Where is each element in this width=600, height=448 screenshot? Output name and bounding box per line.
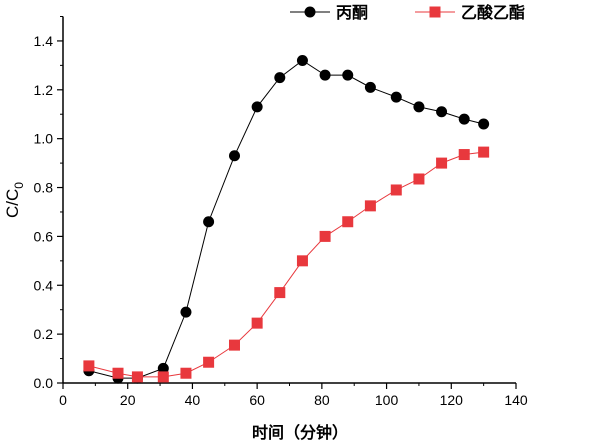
legend-marker-square	[429, 6, 441, 18]
x-tick-label: 100	[375, 392, 399, 408]
data-point-circle	[364, 81, 376, 93]
series-line-0	[88, 59, 484, 379]
y-tick-label: 1.0	[34, 131, 54, 147]
data-point-circle	[478, 118, 490, 130]
series-line-1	[88, 151, 484, 378]
data-point-circle	[342, 69, 354, 81]
data-point-square	[228, 339, 240, 351]
x-tick-label: 20	[120, 392, 136, 408]
y-tick-label: 0.6	[34, 228, 54, 244]
y-tick-label: 0.4	[34, 277, 54, 293]
data-point-circle	[251, 101, 263, 113]
data-point-square	[251, 317, 263, 329]
data-point-circle	[228, 150, 240, 162]
data-point-square	[131, 371, 143, 383]
data-point-square	[274, 287, 286, 299]
x-tick-label: 140	[504, 392, 528, 408]
data-point-square	[478, 146, 490, 158]
data-point-square	[364, 200, 376, 212]
data-point-square	[390, 184, 402, 196]
data-point-square	[458, 149, 470, 161]
data-point-square	[296, 255, 308, 267]
data-point-circle	[203, 216, 215, 228]
data-point-circle	[157, 362, 169, 374]
data-point-circle	[296, 54, 308, 66]
data-point-square	[180, 367, 192, 379]
y-tick-label: 1.4	[34, 33, 54, 49]
data-point-square	[342, 216, 354, 228]
y-tick-label: 0.0	[34, 375, 54, 391]
x-tick-label: 40	[185, 392, 201, 408]
legend-label: 丙酮	[336, 4, 368, 22]
data-point-square	[112, 367, 124, 379]
x-tick-label: 120	[440, 392, 464, 408]
data-point-circle	[180, 306, 192, 318]
axes: 0 20 40 60 80 100 120 140 0.0 0.2 0.4 0.6 0.8 1.0 1.2 1…	[34, 16, 528, 408]
x-tick-label: 80	[314, 392, 330, 408]
data-point-circle	[458, 113, 470, 125]
legend: 丙酮 乙酸乙酯	[290, 3, 525, 22]
data-point-circle	[413, 101, 425, 113]
data-point-square	[83, 360, 95, 372]
legend-label: 乙酸乙酯	[461, 3, 525, 22]
y-tick-label: 0.8	[34, 180, 54, 196]
data-point-square	[319, 230, 331, 242]
data-point-square	[436, 157, 448, 169]
data-point-square	[157, 371, 169, 383]
x-tick-label: 0	[59, 392, 67, 408]
data-point-circle	[390, 91, 402, 103]
y-axis-label-subscript: 0	[12, 182, 26, 189]
y-tick-label: 0.2	[34, 326, 54, 342]
data-point-circle	[274, 72, 286, 84]
data-point-square	[413, 173, 425, 185]
data-point-circle	[319, 69, 331, 81]
y-tick-label: 1.2	[34, 82, 54, 98]
x-tick-label: 60	[249, 392, 265, 408]
y-axis-label: C/C0	[3, 182, 26, 218]
legend-marker-circle	[304, 6, 316, 18]
x-axis-label: 时间（分钟）	[252, 423, 348, 442]
data-point-circle	[436, 106, 448, 118]
series-layer	[83, 54, 490, 384]
data-point-square	[203, 356, 215, 368]
